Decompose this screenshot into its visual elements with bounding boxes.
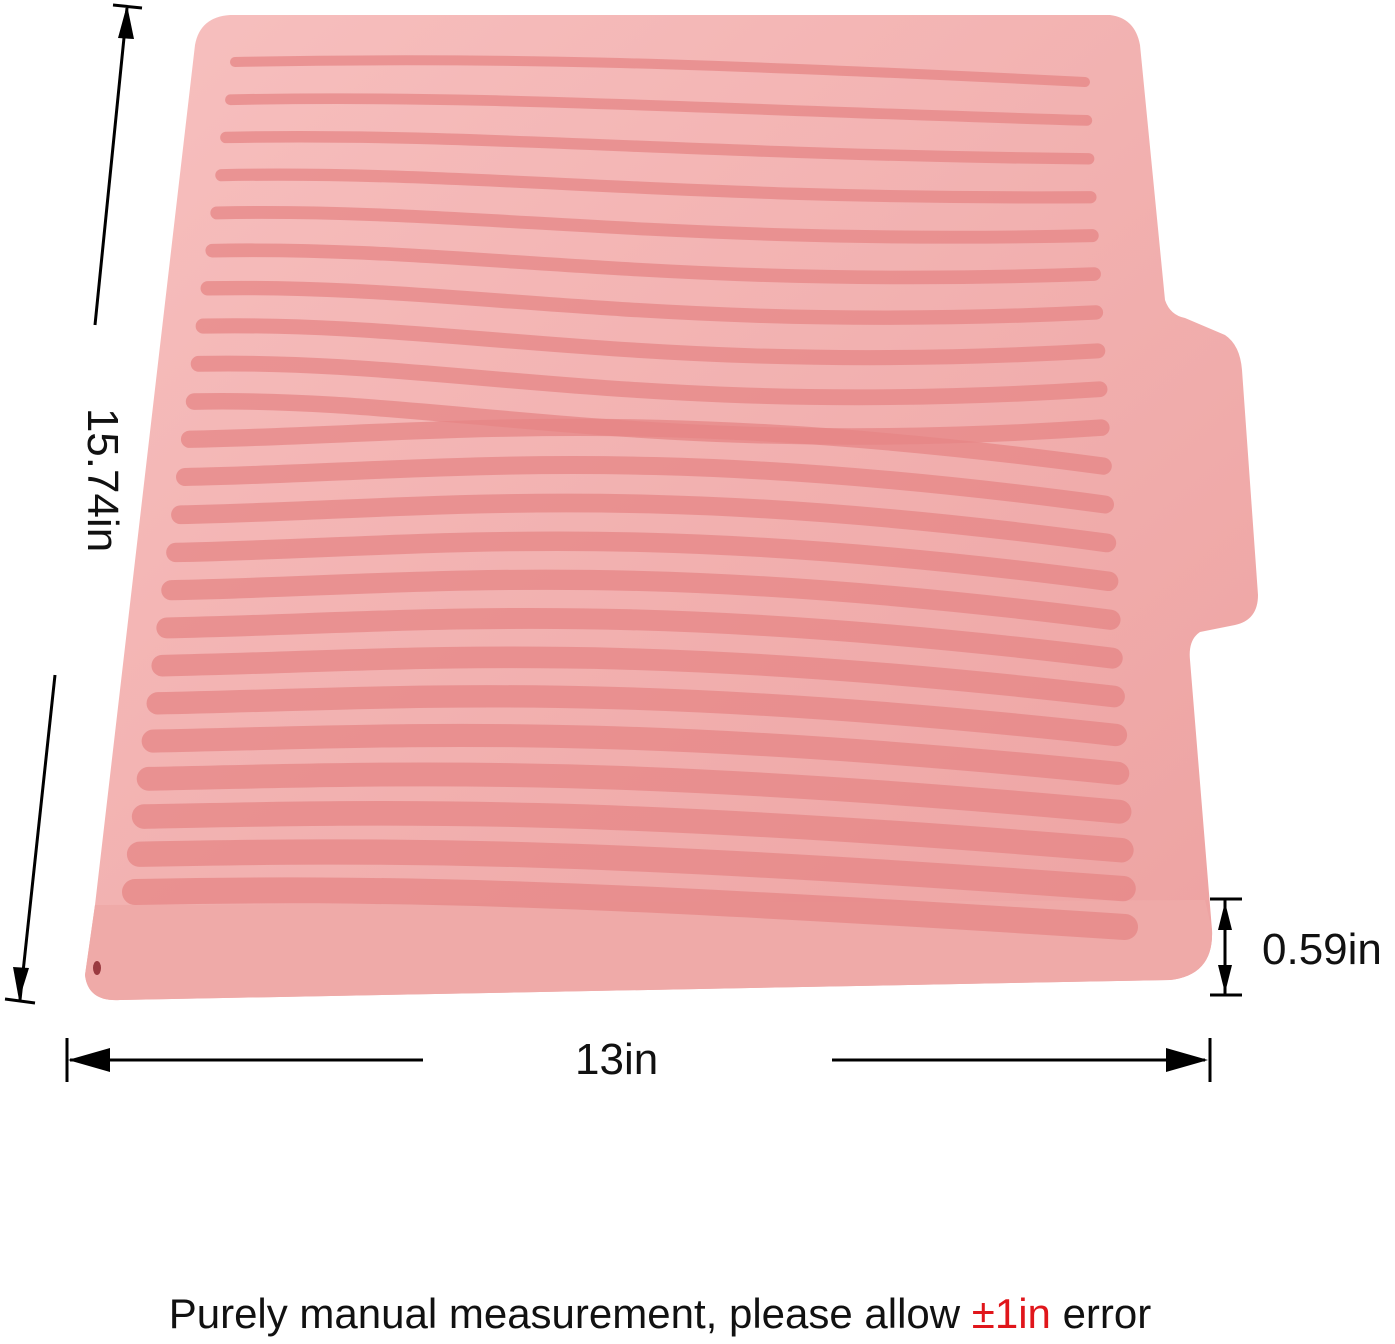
ridge xyxy=(215,168,1097,204)
height-arrowhead-bottom xyxy=(1218,965,1232,993)
width-arrowhead-left xyxy=(68,1048,110,1072)
tolerance-value: ±1in xyxy=(971,1290,1051,1337)
ridge xyxy=(195,318,1106,366)
width-arrowhead-right xyxy=(1166,1048,1208,1072)
ridge xyxy=(151,646,1125,708)
dimension-arrows xyxy=(4,3,1242,1082)
ridge xyxy=(200,280,1104,325)
ridge xyxy=(171,493,1117,553)
length-tick-bottom xyxy=(4,997,36,1005)
ridge xyxy=(230,55,1090,87)
ridge xyxy=(146,685,1128,747)
ridge xyxy=(161,569,1121,630)
note-text-end: error xyxy=(1050,1290,1152,1337)
ridge xyxy=(126,839,1136,902)
ridge xyxy=(136,762,1132,824)
ridge xyxy=(190,355,1108,406)
length-arrowhead-bottom xyxy=(13,967,29,1000)
ridge xyxy=(122,877,1138,940)
width-label: 13in xyxy=(575,1035,659,1084)
drying-mat xyxy=(85,15,1258,1001)
ridge xyxy=(225,93,1093,126)
ridge xyxy=(156,607,1123,669)
note-text: Purely manual measurement, please allow xyxy=(168,1290,972,1337)
height-arrowhead-top xyxy=(1218,902,1232,930)
ridge xyxy=(141,723,1130,785)
length-arrow-bottom xyxy=(18,674,57,1001)
ridge xyxy=(180,418,1112,475)
length-tick-top xyxy=(112,3,143,10)
ridges xyxy=(122,55,1138,940)
length-arrow-top xyxy=(93,7,129,326)
ridge xyxy=(166,531,1119,592)
ridge xyxy=(131,801,1134,863)
drain-hole xyxy=(93,961,101,975)
height-label: 0.59in xyxy=(1262,925,1382,974)
ridge xyxy=(210,205,1099,244)
ridge xyxy=(176,456,1114,514)
ridge xyxy=(220,130,1095,165)
length-arrowhead-top xyxy=(118,5,134,39)
ridge xyxy=(205,243,1101,285)
measurement-note: Purely manual measurement, please allow … xyxy=(0,1290,1320,1338)
length-label: 15.74in xyxy=(78,407,128,553)
